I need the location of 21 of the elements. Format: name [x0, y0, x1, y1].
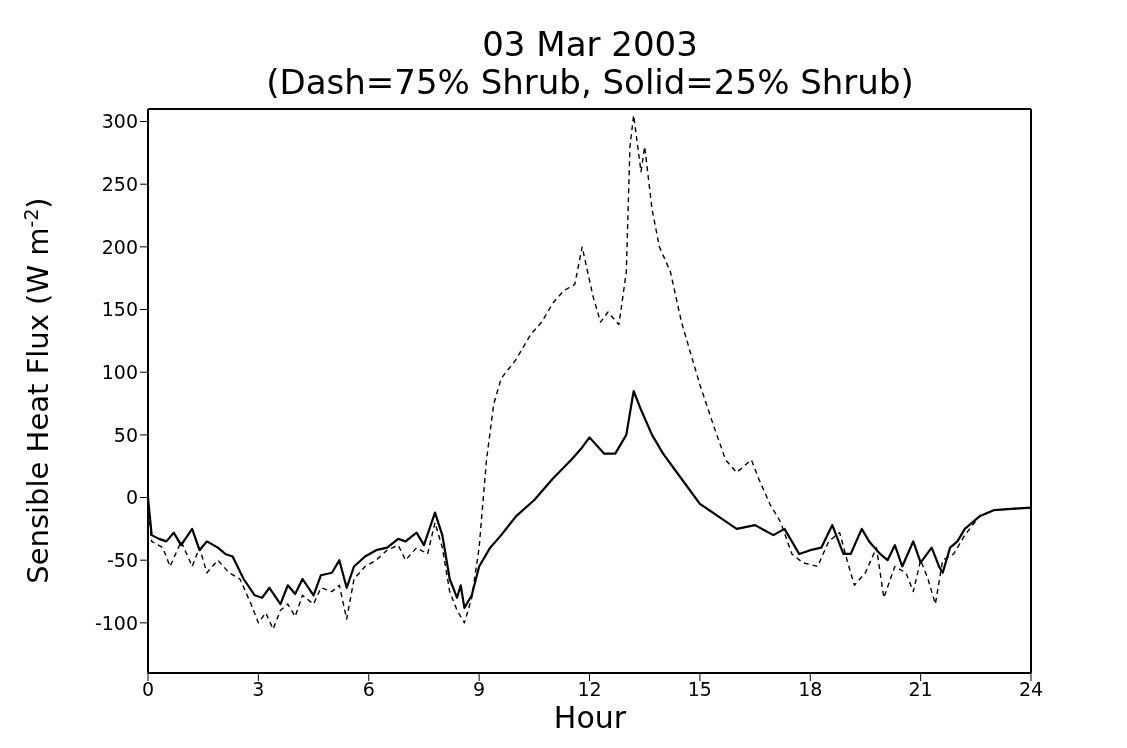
y-tick-label: 100: [101, 360, 138, 383]
y-tick-label: 150: [101, 298, 138, 321]
x-tick-label: 18: [798, 678, 823, 701]
y-tick-label: 200: [101, 235, 138, 258]
y-tick-label: 0: [125, 486, 138, 509]
x-tick-label: 9: [473, 678, 486, 701]
x-tick-label: 12: [577, 678, 602, 701]
y-tick-label: 300: [101, 110, 138, 133]
y-tick-label: -100: [94, 611, 138, 634]
x-tick-label: 3: [252, 678, 265, 701]
x-tick-label: 24: [1018, 678, 1044, 701]
y-tick-label: -50: [106, 548, 138, 571]
x-tick-label: 21: [908, 678, 933, 701]
chart-subtitle: (Dash=75% Shrub, Solid=25% Shrub): [266, 62, 914, 102]
x-tick-label: 15: [687, 678, 712, 701]
chart-title: 03 Mar 2003: [482, 24, 698, 64]
x-tick-label: 6: [362, 678, 375, 701]
y-tick-label: 50: [113, 423, 138, 446]
x-tick-label: 0: [141, 678, 155, 701]
x-axis-title: Hour: [553, 700, 627, 735]
y-tick-label: 250: [101, 172, 138, 195]
